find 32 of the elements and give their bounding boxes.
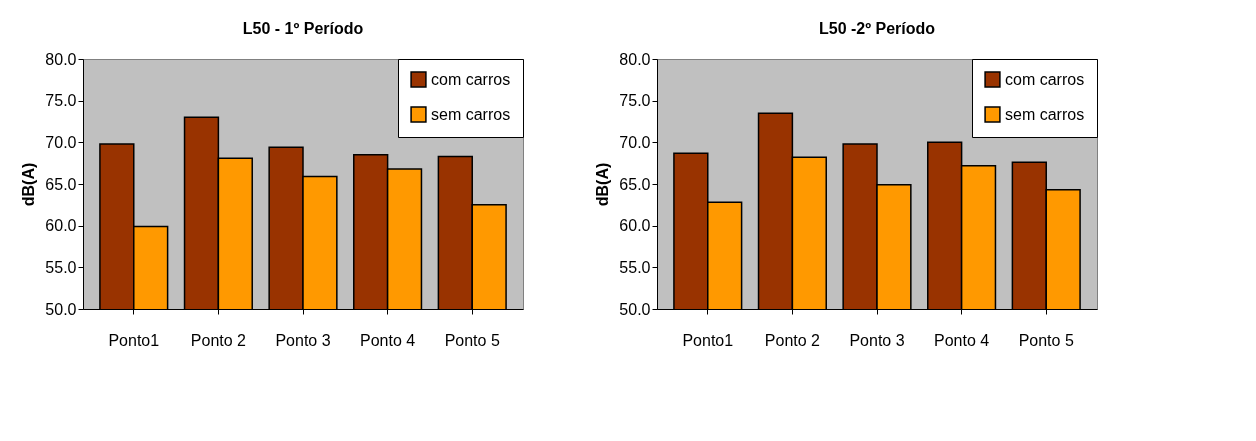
x-tick-label: Ponto 4 <box>934 331 990 349</box>
y-axis-title: dB(A) <box>594 162 612 207</box>
y-tick-label: 65.0 <box>45 175 77 193</box>
x-tick-label: Ponto 5 <box>1018 331 1074 349</box>
legend-label: sem carros <box>431 105 511 123</box>
y-tick-label: 60.0 <box>45 217 77 235</box>
y-tick-label: 50.0 <box>619 300 651 318</box>
legend-label: com carros <box>1005 70 1085 88</box>
x-tick-label: Ponto1 <box>682 331 734 349</box>
y-tick-label: 80.0 <box>619 50 651 68</box>
x-tick-label: Ponto 2 <box>764 331 821 349</box>
y-tick-label: 70.0 <box>619 133 651 151</box>
x-tick-label: Ponto 5 <box>444 331 500 349</box>
x-tick-label: Ponto 3 <box>275 331 331 349</box>
y-tick-label: 70.0 <box>45 133 77 151</box>
y-tick-label: 75.0 <box>45 92 77 110</box>
x-tick-label: Ponto 2 <box>190 331 247 349</box>
y-tick-label: 65.0 <box>619 175 651 193</box>
y-tick-label: 55.0 <box>619 258 651 276</box>
y-axis-title: dB(A) <box>20 162 38 207</box>
legend-label: sem carros <box>1005 105 1085 123</box>
y-tick-label: 60.0 <box>619 217 651 235</box>
y-tick-label: 50.0 <box>45 300 77 318</box>
legend-label: com carros <box>431 70 511 88</box>
x-tick-label: Ponto 3 <box>849 331 905 349</box>
y-tick-label: 55.0 <box>45 258 77 276</box>
x-tick-label: Ponto 4 <box>360 331 416 349</box>
y-tick-label: 80.0 <box>45 50 77 68</box>
y-tick-label: 75.0 <box>619 92 651 110</box>
chart-title: L50 - 1º Período <box>242 20 364 37</box>
x-tick-label: Ponto1 <box>108 331 160 349</box>
chart-title: L50 -2º Período <box>818 20 936 37</box>
